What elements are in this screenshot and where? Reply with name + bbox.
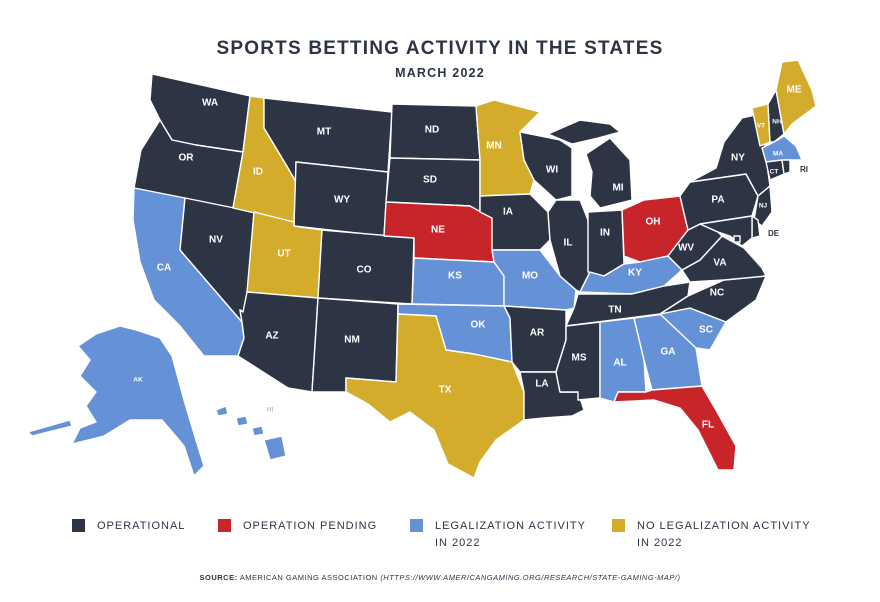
state-label-id: ID [253, 167, 263, 178]
source-text: AMERICAN GAMING ASSOCIATION [239, 573, 378, 582]
state-label-ct: CT [770, 169, 779, 176]
state-wi[interactable] [519, 131, 573, 201]
state-label-ca: CA [157, 263, 171, 274]
state-label-ok: OK [471, 320, 487, 331]
state-label-ma: MA [773, 151, 783, 158]
state-label-nm: NM [344, 335, 360, 346]
state-label-wa: WA [202, 98, 218, 109]
source-url[interactable]: (HTTPS://WWW.AMERICANGAMING.ORG/RESEARCH… [380, 573, 681, 582]
state-mi-upper[interactable] [547, 119, 621, 145]
state-label-or: OR [179, 153, 195, 164]
state-tx[interactable] [345, 313, 525, 479]
state-label-sc: SC [699, 325, 713, 336]
state-il[interactable] [547, 199, 591, 293]
state-label-me: ME [787, 85, 802, 96]
state-label-ga: GA [661, 347, 676, 358]
state-dc[interactable] [733, 235, 741, 243]
state-hi-3[interactable] [251, 425, 265, 437]
state-label-az: AZ [265, 331, 278, 342]
legend-item-pending: OPERATION PENDING [218, 518, 377, 535]
state-label-sd: SD [423, 175, 437, 186]
legend-item-operational: OPERATIONAL [72, 518, 185, 535]
state-label-de: DE [768, 229, 780, 238]
state-ak[interactable] [71, 325, 205, 477]
state-ar[interactable] [503, 305, 567, 373]
state-label-wi: WI [546, 165, 558, 176]
state-label-ak: AK [133, 377, 143, 384]
us-map: WA OR CA NV ID MT WY UT AZ CO NM ND SD N… [27, 59, 817, 479]
state-label-ms: MS [572, 353, 587, 364]
state-label-tn: TN [608, 305, 621, 316]
source-label: SOURCE: [199, 573, 238, 582]
map-title: SPORTS BETTING ACTIVITY IN THE STATES [216, 38, 664, 59]
legend-swatch-operational [72, 519, 85, 532]
state-ks[interactable] [411, 257, 505, 307]
legend-label-legalization: LEGALIZATION ACTIVITY IN 2022 [435, 520, 586, 549]
state-label-tx: TX [439, 385, 452, 396]
state-label-ks: KS [448, 271, 462, 282]
state-label-ny: NY [731, 153, 745, 164]
state-me[interactable] [775, 59, 817, 135]
state-label-nh: NH [772, 119, 782, 126]
state-label-va: VA [713, 258, 726, 269]
state-hi-1[interactable] [215, 405, 229, 417]
state-nc[interactable] [659, 275, 767, 323]
state-label-nd: ND [425, 125, 439, 136]
state-label-wy: WY [334, 195, 350, 206]
state-hi-2[interactable] [235, 415, 249, 427]
state-label-pa: PA [711, 195, 724, 206]
state-label-mi: MI [612, 183, 623, 194]
legend-label-none: NO LEGALIZATION ACTIVITY IN 2022 [637, 520, 811, 549]
state-label-nv: NV [209, 235, 223, 246]
state-label-ut: UT [277, 249, 290, 260]
state-label-vt: VT [757, 123, 765, 130]
state-label-ia: IA [503, 207, 513, 218]
legend-swatch-none [612, 519, 625, 532]
legend: OPERATIONAL OPERATION PENDING LEGALIZATI… [0, 518, 880, 558]
state-mo[interactable] [491, 249, 577, 311]
state-label-ky: KY [628, 268, 642, 279]
state-label-ne: NE [431, 225, 445, 236]
state-az[interactable] [237, 291, 319, 393]
state-label-wv: WV [678, 243, 694, 254]
state-hi-4[interactable] [263, 435, 287, 461]
state-label-il: IL [564, 238, 573, 249]
state-label-in: IN [600, 228, 610, 239]
state-mi[interactable] [585, 137, 633, 209]
legend-item-legalization: LEGALIZATION ACTIVITY IN 2022 [410, 518, 586, 552]
legend-label-operational: OPERATIONAL [97, 520, 186, 532]
source-note: SOURCE: AMERICAN GAMING ASSOCIATION (HTT… [0, 573, 880, 582]
state-ak-chain[interactable] [27, 419, 73, 437]
state-in[interactable] [587, 209, 625, 277]
state-label-hi: HI [267, 407, 274, 414]
legend-label-pending: OPERATION PENDING [243, 520, 378, 532]
state-label-ri: RI [800, 165, 808, 174]
map-subtitle: MARCH 2022 [395, 66, 485, 80]
state-ri[interactable] [781, 159, 791, 175]
state-label-mn: MN [486, 141, 502, 152]
state-nh[interactable] [767, 89, 785, 143]
state-label-la: LA [535, 379, 548, 390]
state-label-oh: OH [646, 217, 661, 228]
state-label-nc: NC [710, 288, 724, 299]
state-nj[interactable] [753, 185, 773, 227]
state-label-mt: MT [317, 127, 331, 138]
state-label-al: AL [613, 358, 626, 369]
state-label-co: CO [357, 265, 372, 276]
state-label-nj: NJ [759, 203, 768, 210]
state-label-ar: AR [530, 328, 545, 339]
legend-swatch-legalization [410, 519, 423, 532]
legend-swatch-pending [218, 519, 231, 532]
legend-item-none: NO LEGALIZATION ACTIVITY IN 2022 [612, 518, 811, 552]
state-label-mo: MO [522, 271, 538, 282]
state-label-fl: FL [702, 420, 714, 431]
state-fl[interactable] [613, 385, 737, 471]
